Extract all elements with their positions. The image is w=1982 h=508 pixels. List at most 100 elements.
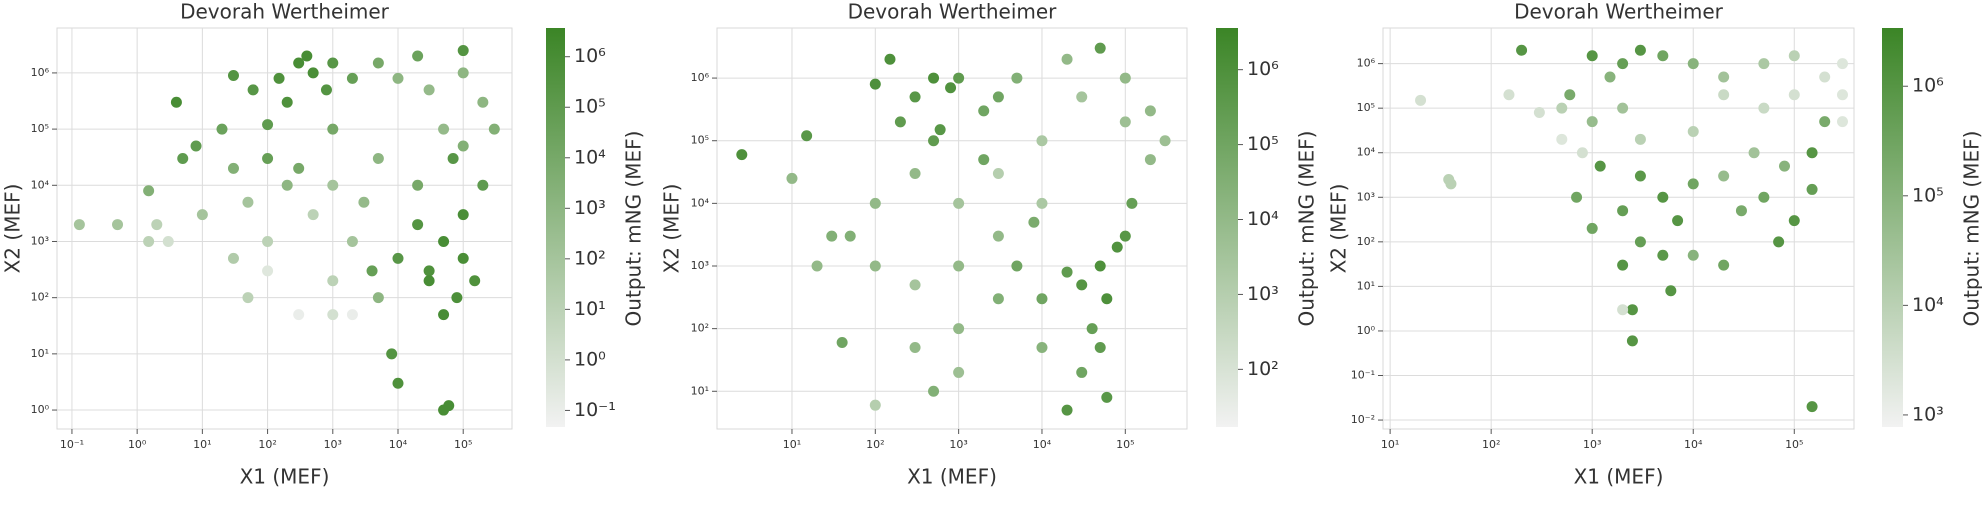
chart-title: Devorah Wertheimer bbox=[848, 0, 1058, 24]
point bbox=[1634, 236, 1646, 248]
colorbar-tick-label: 10³ bbox=[1247, 283, 1279, 305]
colorbar bbox=[1882, 28, 1903, 427]
colorbar-tick-label: 10³ bbox=[1912, 403, 1944, 425]
x-axis-label: X1 (MEF) bbox=[240, 465, 330, 489]
y-axis-label: X2 (MEF) bbox=[1, 184, 25, 274]
point bbox=[1061, 53, 1073, 65]
point bbox=[170, 96, 182, 108]
point bbox=[992, 167, 1004, 179]
point bbox=[945, 82, 957, 94]
point bbox=[242, 196, 254, 208]
y-tick-label: 10¹ bbox=[1357, 279, 1375, 292]
colorbar-tick-label: 10⁴ bbox=[574, 146, 606, 168]
point bbox=[1126, 197, 1138, 209]
point bbox=[992, 91, 1004, 103]
point bbox=[1657, 191, 1669, 203]
point bbox=[262, 119, 274, 131]
x-axis-label: X1 (MEF) bbox=[907, 465, 997, 489]
point bbox=[273, 72, 285, 84]
colorbar-tick-label: 10⁵ bbox=[574, 96, 606, 118]
point bbox=[1503, 89, 1515, 101]
x-tick-label: 10¹ bbox=[193, 438, 211, 451]
point bbox=[909, 342, 921, 354]
point bbox=[1076, 279, 1088, 291]
y-axis-label: X2 (MEF) bbox=[1327, 184, 1351, 274]
point bbox=[1094, 42, 1106, 54]
point bbox=[177, 152, 189, 164]
y-tick-label: 10⁵ bbox=[691, 134, 709, 147]
y-tick-label: 10⁰ bbox=[31, 403, 50, 416]
y-tick-label: 10⁶ bbox=[31, 66, 50, 79]
point bbox=[216, 123, 228, 135]
point bbox=[281, 179, 293, 191]
point bbox=[978, 105, 990, 117]
point bbox=[1687, 125, 1699, 137]
point bbox=[1076, 91, 1088, 103]
point bbox=[262, 265, 274, 277]
point bbox=[1773, 236, 1785, 248]
point bbox=[1556, 102, 1568, 114]
point bbox=[1617, 304, 1629, 316]
point bbox=[953, 366, 965, 378]
x-tick-label: 10² bbox=[866, 438, 884, 451]
chart-title: Devorah Wertheimer bbox=[180, 0, 390, 24]
y-tick-label: 10³ bbox=[691, 259, 709, 272]
point bbox=[423, 84, 435, 96]
x-tick-label: 10² bbox=[1482, 438, 1500, 451]
point bbox=[1735, 205, 1747, 217]
colorbar-tick-label: 10⁻¹ bbox=[574, 399, 616, 421]
point bbox=[1036, 197, 1048, 209]
y-tick-label: 10⁵ bbox=[1357, 101, 1375, 114]
colorbar-tick-label: 10⁵ bbox=[1912, 184, 1944, 206]
point bbox=[1718, 170, 1730, 182]
point bbox=[227, 252, 239, 264]
point bbox=[196, 209, 208, 221]
point bbox=[457, 209, 469, 221]
point bbox=[392, 252, 404, 264]
point bbox=[307, 209, 319, 221]
point bbox=[1586, 222, 1598, 234]
point bbox=[1617, 205, 1629, 217]
point bbox=[457, 252, 469, 264]
point bbox=[293, 57, 305, 69]
point bbox=[469, 275, 481, 287]
point bbox=[372, 152, 384, 164]
point bbox=[281, 96, 293, 108]
x-tick-label: 10⁴ bbox=[1684, 438, 1703, 451]
point bbox=[423, 275, 435, 287]
point bbox=[307, 67, 319, 79]
point bbox=[1617, 259, 1629, 271]
y-tick-label: 10⁶ bbox=[691, 71, 710, 84]
point bbox=[1564, 89, 1576, 101]
point bbox=[1718, 259, 1730, 271]
point bbox=[227, 162, 239, 174]
point bbox=[151, 219, 163, 231]
point bbox=[477, 96, 489, 108]
point bbox=[327, 309, 339, 321]
point bbox=[801, 130, 813, 142]
point bbox=[1415, 94, 1427, 106]
x-tick-label: 10⁵ bbox=[1785, 438, 1803, 451]
point bbox=[1819, 116, 1831, 128]
point bbox=[869, 260, 881, 272]
point bbox=[1626, 335, 1638, 347]
point bbox=[1533, 106, 1545, 118]
point bbox=[451, 292, 463, 304]
point bbox=[1806, 183, 1818, 195]
point bbox=[447, 152, 459, 164]
point bbox=[457, 67, 469, 79]
point bbox=[247, 84, 259, 96]
point bbox=[242, 292, 254, 304]
point bbox=[909, 167, 921, 179]
point bbox=[992, 230, 1004, 242]
point bbox=[477, 179, 489, 191]
point bbox=[1111, 241, 1123, 253]
point bbox=[143, 185, 155, 197]
point bbox=[327, 57, 339, 69]
point bbox=[1144, 154, 1156, 166]
point bbox=[358, 196, 370, 208]
plot-area bbox=[716, 27, 1188, 430]
x-tick-label: 10¹ bbox=[1381, 438, 1399, 451]
point bbox=[190, 140, 202, 152]
